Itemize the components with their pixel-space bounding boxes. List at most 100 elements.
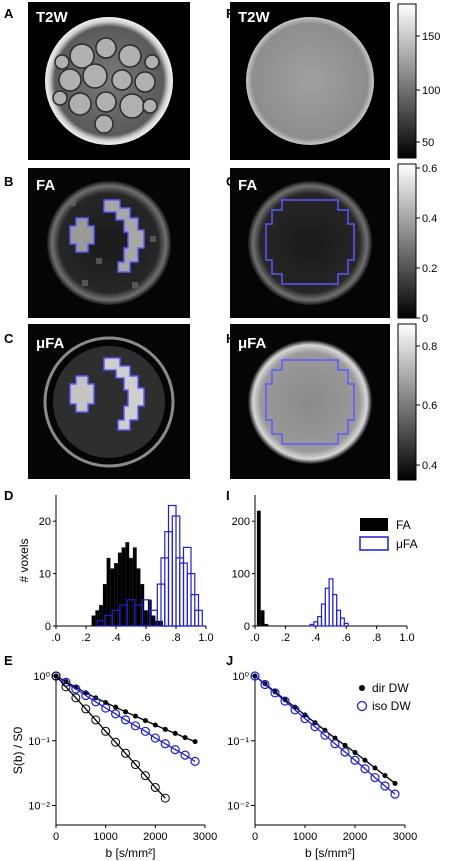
data-point-dir	[342, 742, 348, 748]
legend-j: dir DW iso DW	[356, 681, 411, 713]
data-point-iso	[260, 679, 270, 690]
histogram-bar-ufa	[343, 622, 349, 627]
histogram-bar-fa	[264, 623, 269, 626]
panel-letter-c: C	[4, 331, 14, 346]
x-tick-label: 1000	[93, 831, 117, 843]
histogram-bar-ufa	[134, 604, 143, 627]
data-point-dir	[372, 765, 378, 771]
data-point-iso	[390, 789, 400, 799]
roi-outline-g	[265, 199, 355, 285]
data-point-iso	[120, 715, 131, 725]
histogram-bar-fa	[256, 510, 261, 626]
x-tick-label: .8	[372, 632, 381, 644]
x-tick-label: .8	[171, 632, 180, 644]
panel-letter-a: A	[4, 6, 14, 21]
data-point-iso	[81, 690, 91, 701]
data-point-dir	[162, 726, 168, 732]
histogram-bar-fa	[106, 557, 111, 626]
x-tick-label: 0	[252, 831, 258, 843]
colorbar-ufa: 0.8 0.6 0.4	[397, 323, 437, 481]
legend-label-ufa: μFA	[396, 537, 418, 551]
data-point-lower	[91, 715, 101, 725]
data-point-iso	[190, 756, 200, 766]
data-point-dir	[172, 730, 178, 736]
data-point-iso	[110, 709, 121, 719]
y-tick-label: 200	[232, 516, 250, 528]
panel-letter-e: E	[4, 653, 13, 668]
data-point-dir	[132, 713, 138, 719]
y-axis-label: S(b) / S0	[11, 727, 25, 775]
data-point-iso	[91, 697, 101, 707]
data-point-iso	[270, 688, 280, 698]
data-point-dir	[182, 735, 188, 741]
colorbar-tick: 0.6	[422, 400, 437, 412]
data-point-lower	[101, 726, 111, 736]
histogram-bar-ufa	[149, 609, 158, 627]
data-point-iso	[350, 755, 360, 765]
histogram-bar-fa	[91, 615, 96, 626]
legend-i: FA μFA	[359, 518, 418, 551]
x-tick-label: .4	[311, 632, 320, 644]
panel-letter-d: D	[4, 488, 13, 503]
image-f-label: T2W	[238, 9, 271, 26]
legend-swatch-ufa	[359, 536, 389, 551]
data-point-iso	[290, 705, 300, 715]
image-f-t2w: T2W	[230, 2, 390, 160]
data-point-iso	[310, 722, 320, 732]
data-point-lower	[61, 682, 71, 692]
data-point-dir	[392, 780, 398, 786]
data-point-lower	[71, 693, 81, 703]
image-h-ufa: μFA	[230, 324, 390, 479]
data-point-iso	[370, 772, 380, 783]
decay-plot-e: 0 1000 2000 3000 10⁰ 10⁻¹ 10⁻² b [s/mm²] S(b) / …	[11, 671, 217, 860]
histogram-bar-fa	[136, 568, 141, 626]
legend-label-fa: FA	[396, 518, 411, 532]
image-a-label: T2W	[36, 9, 69, 26]
x-tick-label: 3000	[193, 831, 217, 843]
legend-swatch-fa	[360, 518, 388, 531]
image-h-label: μFA	[238, 335, 267, 352]
decay-plot-j: 0 1000 2000 3000 10⁰ 10⁻¹ 10⁻² b [s/mm²]	[227, 671, 417, 860]
data-point-iso	[101, 703, 111, 713]
colorbar-tick: 0.4	[422, 213, 437, 225]
histogram-bar-fa	[114, 563, 118, 626]
data-point-dir	[113, 704, 119, 710]
legend-marker-iso	[356, 700, 368, 712]
data-point-dir	[152, 722, 158, 728]
histogram-bar-ufa	[96, 620, 106, 627]
x-tick-label: 2000	[143, 831, 167, 843]
data-point-iso	[360, 764, 370, 774]
roi-outline-c-left	[69, 375, 95, 413]
data-point-iso	[140, 726, 150, 736]
histogram-bar-fa	[144, 610, 148, 626]
data-point-iso	[380, 781, 390, 791]
panel-letter-j: J	[226, 653, 233, 668]
roi-outline-b-right	[103, 199, 145, 273]
colorbar-tick: 50	[422, 137, 434, 149]
data-point-iso	[160, 739, 170, 749]
x-tick-label: .0	[51, 632, 60, 644]
y-tick-label: 10⁰	[33, 671, 50, 683]
histogram-bar-fa	[151, 615, 156, 626]
roi-outline-h	[265, 359, 355, 445]
data-point-dir	[192, 739, 198, 745]
data-point-lower	[140, 771, 150, 781]
y-tick-label: 20	[39, 516, 51, 528]
data-point-lower	[150, 782, 160, 792]
y-axis-label: # voxels	[17, 538, 31, 582]
panel-letter-b: B	[4, 174, 13, 189]
data-point-lower	[121, 748, 131, 758]
y-tick-label: 0	[45, 621, 51, 633]
histogram-bar-fa	[117, 552, 122, 626]
histogram-bar-fa	[132, 547, 137, 626]
x-tick-label: .0	[250, 632, 259, 644]
legend-marker-dir	[359, 685, 365, 691]
y-tick-label: 100	[232, 569, 250, 581]
histogram-bar-fa	[260, 610, 265, 626]
histogram-i: .0 .2 .4 .6 .8 1.0 0 100 200	[232, 495, 415, 644]
data-point-dir	[123, 709, 129, 715]
histogram-bar-fa	[110, 568, 115, 626]
data-point-dir	[352, 749, 358, 755]
colorbar-tick: 150	[422, 31, 440, 43]
x-tick-label: .2	[281, 632, 290, 644]
